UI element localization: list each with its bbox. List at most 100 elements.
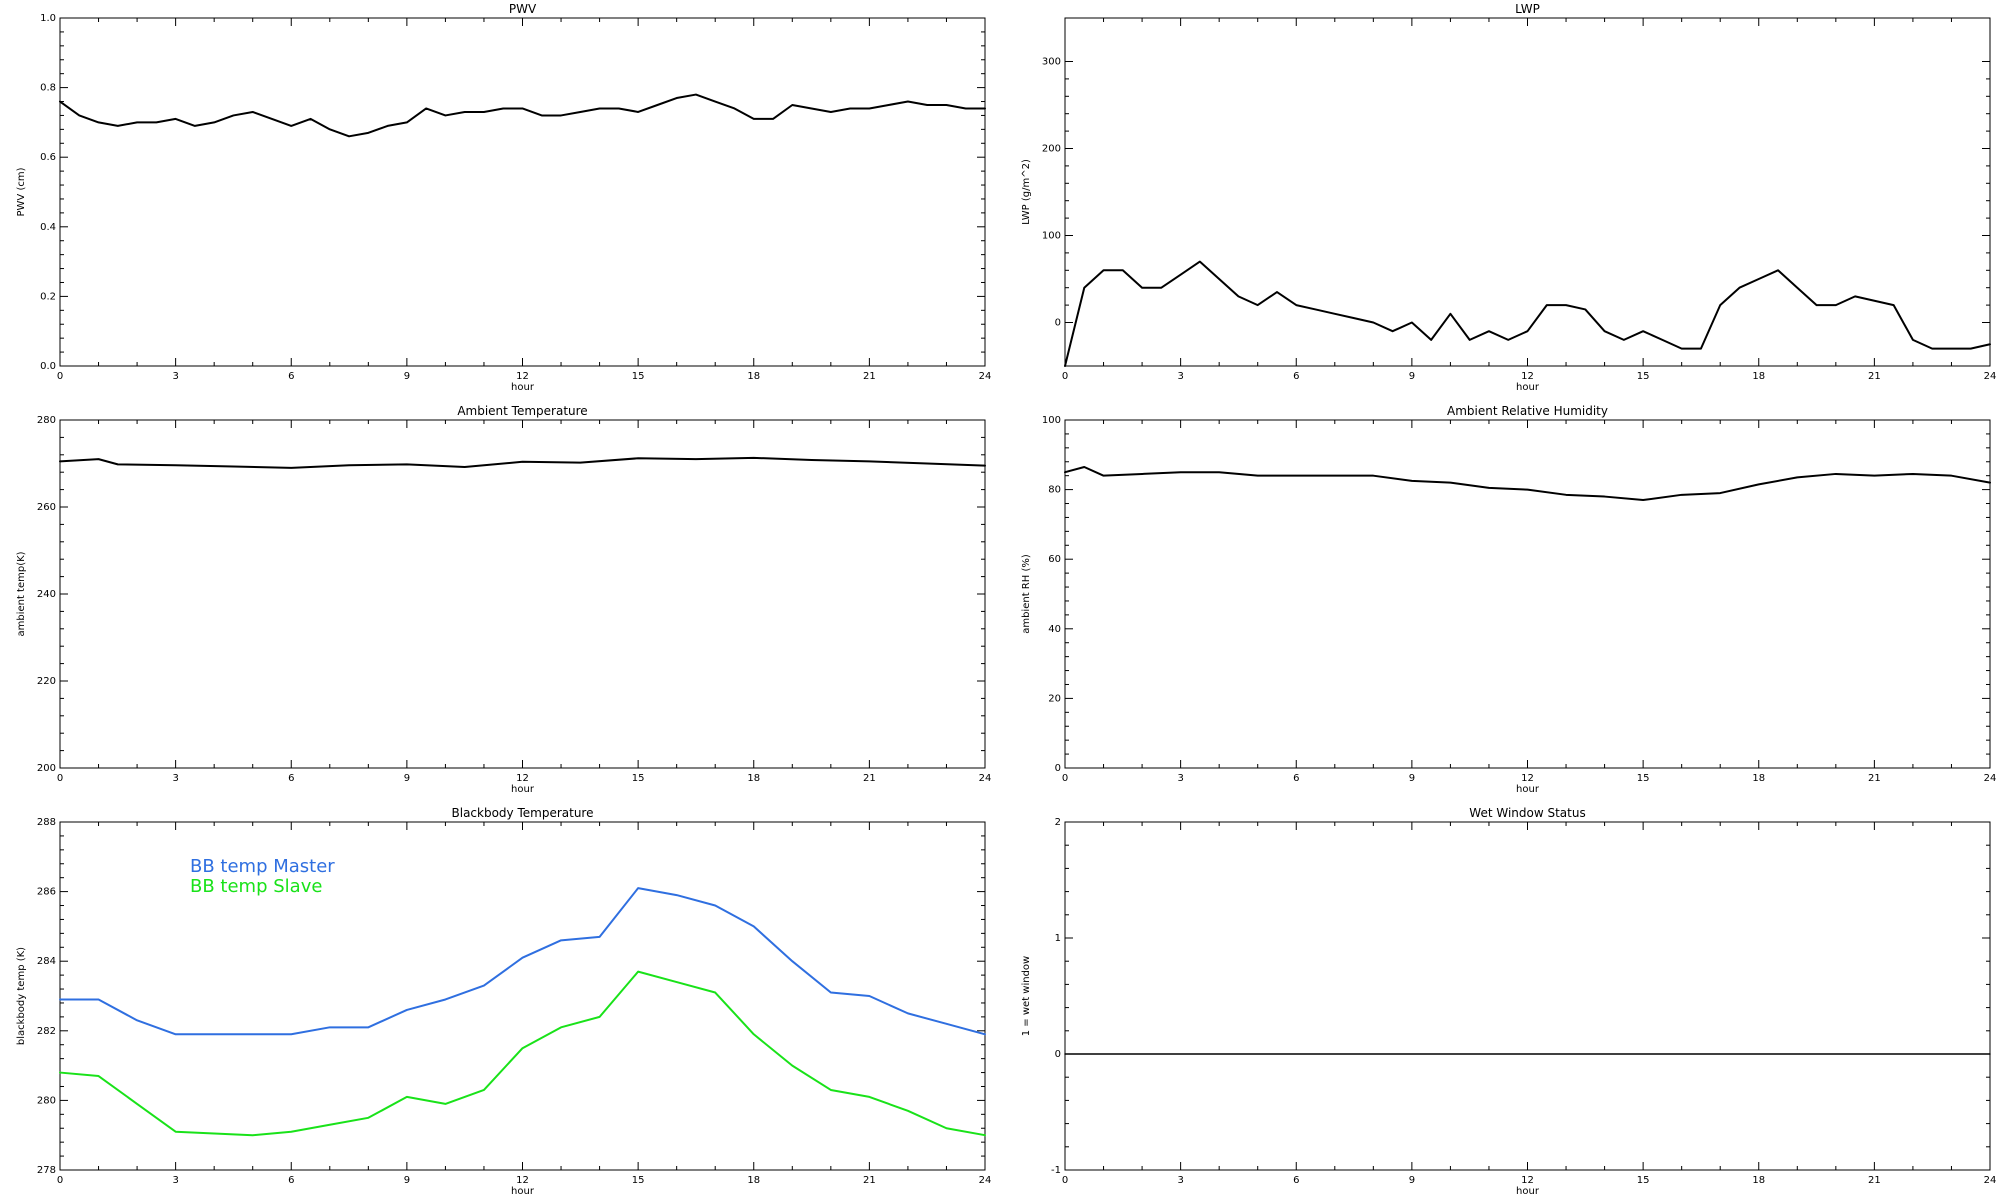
wet-window-xtick-label: 21 <box>1868 1175 1881 1186</box>
ambient-rh-ytick-label: 40 <box>1048 624 1061 635</box>
lwp-xtick-label: 12 <box>1521 371 1534 382</box>
ambient-temp-ytick-label: 280 <box>37 415 56 426</box>
ambient-temp-xtick-label: 21 <box>863 773 876 784</box>
lwp-xtick-label: 3 <box>1177 371 1183 382</box>
lwp-xtick-label: 9 <box>1409 371 1415 382</box>
blackbody-temp-xlabel: hour <box>511 1186 535 1197</box>
ambient-rh-title: Ambient Relative Humidity <box>1447 404 1608 418</box>
blackbody-temp-ytick-label: 288 <box>37 817 56 828</box>
lwp-xtick-label: 24 <box>1984 371 1997 382</box>
blackbody-temp-series-line-1 <box>59 887 986 1036</box>
ambient-rh-ylabel: ambient RH (%) <box>1021 554 1032 634</box>
ambient-temp-title: Ambient Temperature <box>457 404 587 418</box>
blackbody-temp-xtick-label: 0 <box>57 1175 63 1186</box>
lwp-series-line-1 <box>1064 260 1991 367</box>
pwv-xtick-label: 15 <box>632 371 645 382</box>
lwp-ytick-label: 100 <box>1042 231 1061 242</box>
blackbody-temp-ylabel: blackbody temp (K) <box>16 947 27 1045</box>
pwv-xlabel: hour <box>511 382 535 393</box>
lwp-xtick-label: 18 <box>1752 371 1765 382</box>
pwv-title: PWV <box>509 2 537 16</box>
ambient-rh-ytick-label: 0 <box>1055 763 1061 774</box>
pwv-xtick-label: 3 <box>172 371 178 382</box>
wet-window-xtick-label: 15 <box>1637 1175 1650 1186</box>
pwv-xtick-label: 24 <box>979 371 992 382</box>
ambient-temp-ylabel: ambient temp(K) <box>16 551 27 636</box>
pwv-xtick-label: 12 <box>516 371 529 382</box>
wet-window-title: Wet Window Status <box>1469 806 1585 820</box>
ambient-temp-panel: Ambient Temperature 0 3 6 9 12 15 18 21 24 200 220 2… <box>16 404 991 795</box>
blackbody-temp-ytick-label: 282 <box>37 1026 56 1037</box>
pwv-xtick-label: 18 <box>747 371 760 382</box>
wet-window-ylabel: 1 = wet window <box>1021 956 1032 1036</box>
ambient-rh-xtick-label: 15 <box>1637 773 1650 784</box>
pwv-ytick-label: 0.0 <box>40 361 56 372</box>
wet-window-xtick-label: 12 <box>1521 1175 1534 1186</box>
blackbody-temp-ytick-label: 278 <box>37 1165 56 1176</box>
ambient-rh-xtick-label: 0 <box>1062 773 1068 784</box>
wet-window-xtick-label: 3 <box>1177 1175 1183 1186</box>
ambient-rh-xtick-label: 9 <box>1409 773 1415 784</box>
ambient-rh-xtick-label: 6 <box>1293 773 1299 784</box>
pwv-ytick-label: 1.0 <box>40 13 56 24</box>
wet-window-xlabel: hour <box>1516 1186 1540 1197</box>
pwv-ytick-label: 0.8 <box>40 83 56 94</box>
blackbody-temp-xtick-label: 18 <box>747 1175 760 1186</box>
blackbody-temp-legend-entry-1: BB temp Master <box>190 856 335 877</box>
pwv-ytick-label: 0.2 <box>40 291 56 302</box>
ambient-rh-xtick-label: 3 <box>1177 773 1183 784</box>
blackbody-temp-series-line-2 <box>59 970 986 1137</box>
ambient-temp-xlabel: hour <box>511 784 535 795</box>
pwv-panel: PWV 0 3 6 9 12 15 18 21 24 0.0 0.2 0.4 0.6 0.8 1.0 hour P… <box>16 2 991 393</box>
ambient-rh-series-line-1 <box>1064 465 1991 502</box>
blackbody-temp-ytick-label: 286 <box>37 887 56 898</box>
lwp-panel: LWP 0 3 6 9 12 15 18 21 24 0 100 200 300 hour LWP (g/m^… <box>1021 2 1996 393</box>
pwv-xtick-label: 6 <box>288 371 294 382</box>
blackbody-temp-xtick-label: 12 <box>516 1175 529 1186</box>
wet-window-ytick-label: -1 <box>1051 1165 1061 1176</box>
wet-window-xtick-label: 24 <box>1984 1175 1997 1186</box>
lwp-xtick-label: 15 <box>1637 371 1650 382</box>
wet-window-plot-area <box>1064 821 1991 1171</box>
wet-window-ytick-label: 2 <box>1055 817 1061 828</box>
blackbody-temp-xtick-label: 3 <box>172 1175 178 1186</box>
pwv-series-line-1 <box>59 93 986 138</box>
lwp-xlabel: hour <box>1516 382 1540 393</box>
blackbody-temp-xtick-label: 9 <box>404 1175 410 1186</box>
ambient-rh-ytick-label: 60 <box>1048 554 1061 565</box>
lwp-xtick-label: 6 <box>1293 371 1299 382</box>
lwp-ylabel: LWP (g/m^2) <box>1021 159 1032 225</box>
pwv-ytick-label: 0.4 <box>40 222 56 233</box>
lwp-ytick-label: 200 <box>1042 144 1061 155</box>
pwv-xtick-label: 9 <box>404 371 410 382</box>
ambient-temp-xtick-label: 0 <box>57 773 63 784</box>
blackbody-temp-xtick-label: 6 <box>288 1175 294 1186</box>
ambient-rh-xlabel: hour <box>1516 784 1540 795</box>
ambient-temp-ytick-label: 200 <box>37 763 56 774</box>
ambient-rh-xtick-label: 12 <box>1521 773 1534 784</box>
blackbody-temp-xtick-label: 15 <box>632 1175 645 1186</box>
ambient-temp-xtick-label: 3 <box>172 773 178 784</box>
lwp-xtick-label: 0 <box>1062 371 1068 382</box>
ambient-temp-xtick-label: 15 <box>632 773 645 784</box>
lwp-title: LWP <box>1515 2 1540 16</box>
wet-window-xtick-label: 9 <box>1409 1175 1415 1186</box>
wet-window-xtick-label: 6 <box>1293 1175 1299 1186</box>
lwp-ytick-label: 300 <box>1042 57 1061 68</box>
blackbody-temp-xtick-label: 21 <box>863 1175 876 1186</box>
wet-window-xtick-label: 18 <box>1752 1175 1765 1186</box>
lwp-plot-area <box>1064 17 1991 367</box>
ambient-temp-series-line-1 <box>59 456 986 469</box>
ambient-temp-xtick-label: 9 <box>404 773 410 784</box>
blackbody-temp-ytick-label: 280 <box>37 1095 56 1106</box>
ambient-rh-xtick-label: 21 <box>1868 773 1881 784</box>
blackbody-temp-xtick-label: 24 <box>979 1175 992 1186</box>
pwv-ytick-label: 0.6 <box>40 152 56 163</box>
wet-window-ytick-label: 1 <box>1055 933 1061 944</box>
ambient-temp-plot-area <box>59 419 986 769</box>
ambient-temp-ytick-label: 240 <box>37 589 56 600</box>
blackbody-temp-ytick-label: 284 <box>37 956 56 967</box>
